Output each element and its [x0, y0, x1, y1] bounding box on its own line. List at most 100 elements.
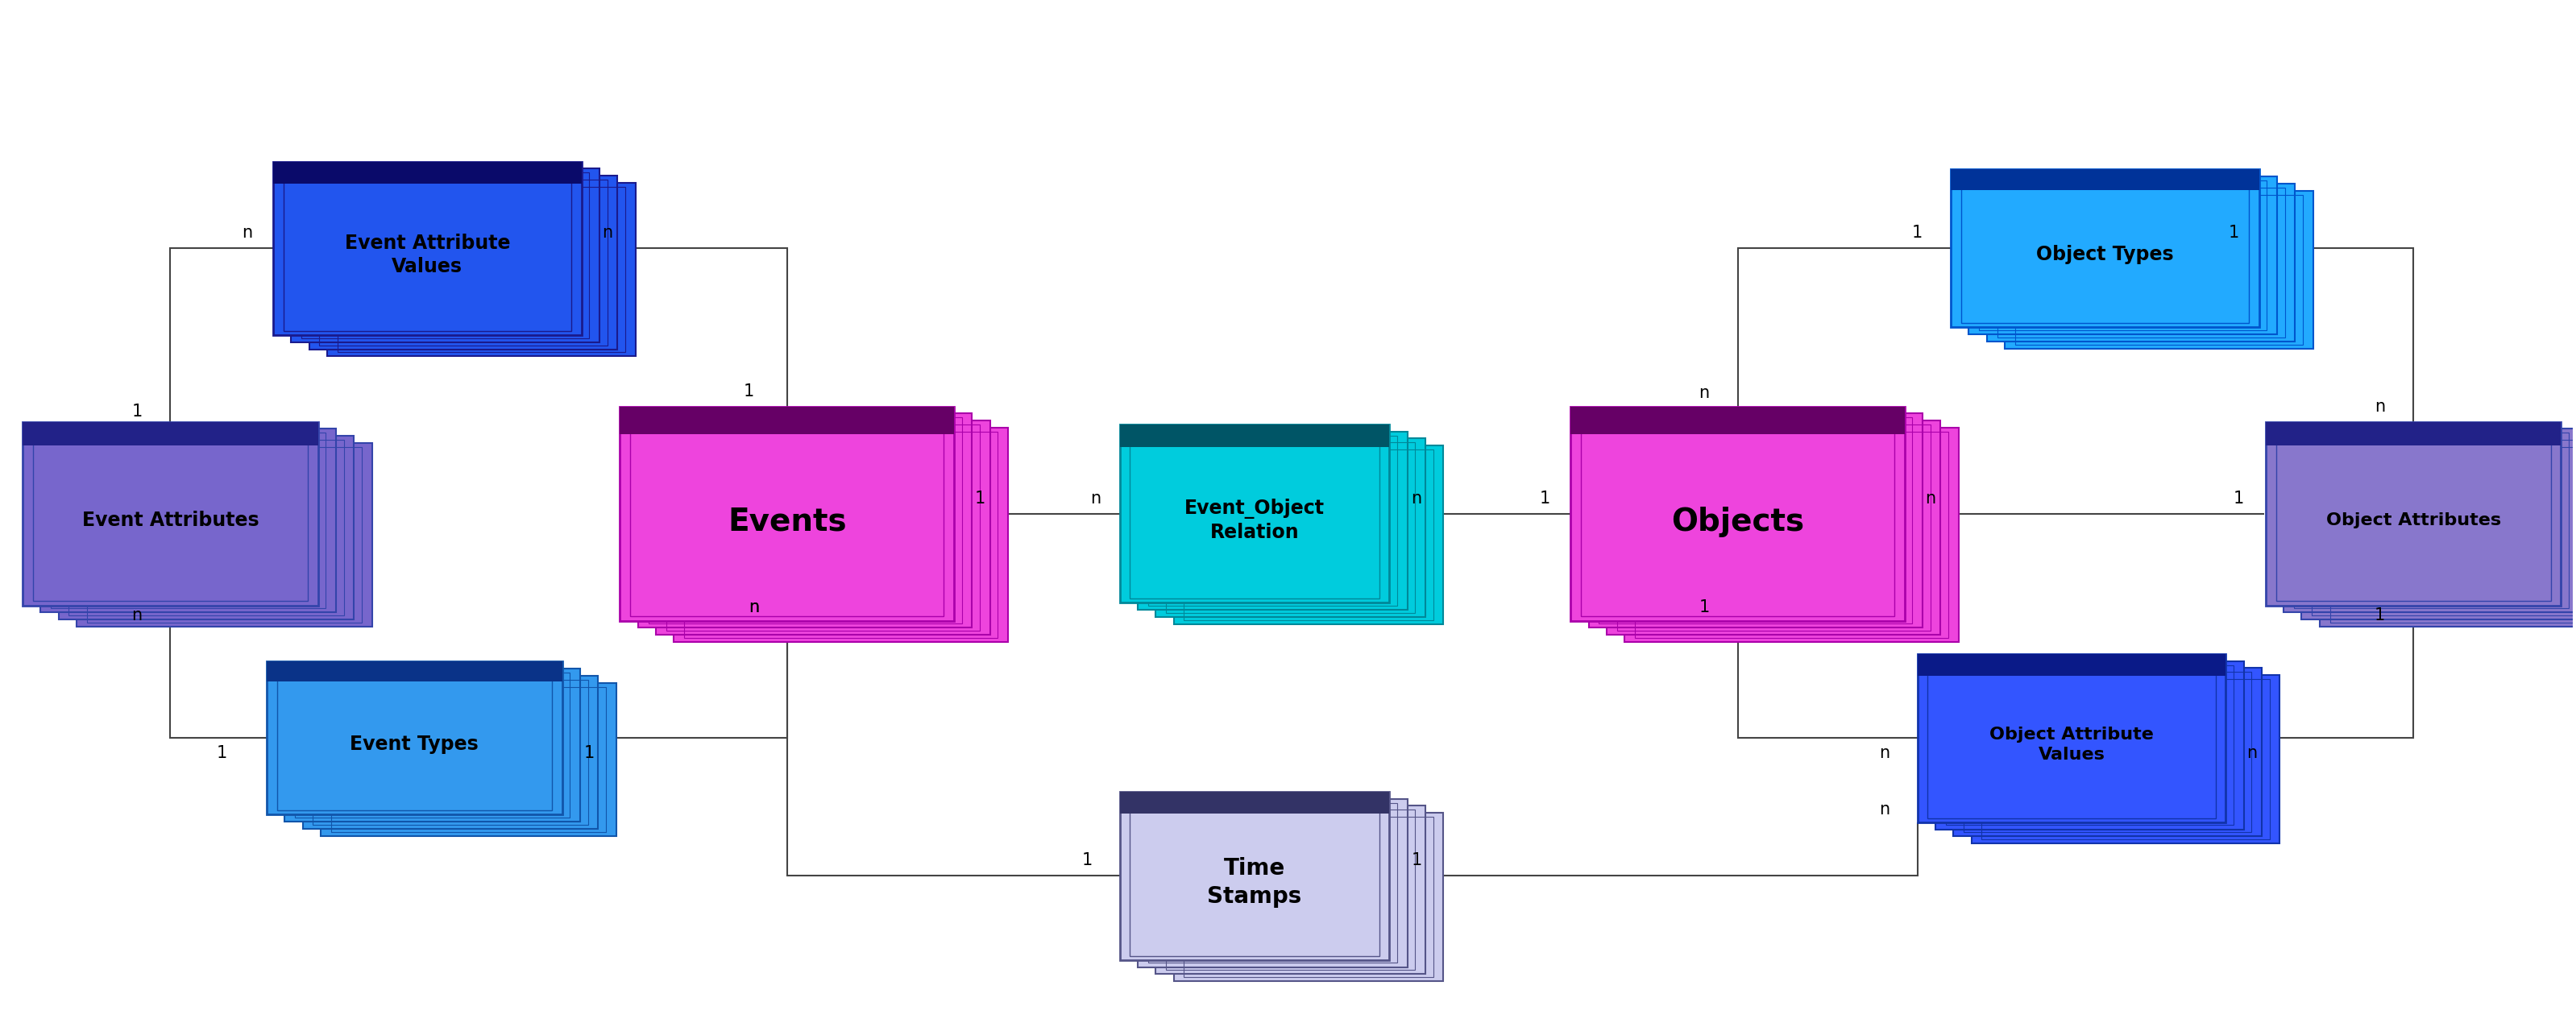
Bar: [1927, 658, 2215, 819]
Text: Objects: Objects: [1672, 506, 1803, 537]
Text: Time
Stamps: Time Stamps: [1208, 858, 1301, 908]
Bar: [1978, 181, 2267, 331]
Text: n: n: [747, 600, 760, 615]
Text: n: n: [131, 608, 142, 623]
Bar: [1950, 169, 2259, 328]
Bar: [1131, 428, 1378, 599]
Bar: [2282, 429, 2576, 612]
Bar: [1986, 184, 2295, 342]
Text: 1: 1: [585, 746, 595, 761]
Bar: [1121, 424, 1388, 603]
Bar: [1175, 446, 1443, 624]
Bar: [1149, 435, 1396, 606]
Bar: [23, 422, 317, 605]
Text: n: n: [2246, 746, 2257, 761]
Bar: [283, 165, 572, 331]
Bar: [1917, 654, 2226, 823]
Bar: [2300, 435, 2576, 619]
Bar: [621, 407, 953, 434]
Text: Object Attributes: Object Attributes: [2326, 512, 2501, 529]
Bar: [312, 680, 587, 825]
Bar: [52, 433, 325, 608]
Bar: [1589, 414, 1922, 627]
Bar: [1960, 174, 2249, 324]
Bar: [1582, 411, 1893, 616]
Bar: [273, 161, 582, 335]
Bar: [301, 676, 598, 829]
Text: Event_Object
Relation: Event_Object Relation: [1185, 498, 1324, 542]
Text: Object Attribute
Values: Object Attribute Values: [1989, 726, 2154, 763]
Text: n: n: [1878, 801, 1888, 817]
Bar: [1157, 439, 1425, 617]
Text: n: n: [1924, 490, 1935, 506]
Text: 1: 1: [1911, 225, 1922, 241]
Bar: [1121, 792, 1388, 813]
Bar: [2311, 440, 2576, 615]
Bar: [319, 180, 608, 345]
Bar: [657, 421, 989, 635]
Bar: [1175, 813, 1443, 982]
Bar: [2329, 447, 2576, 622]
Text: n: n: [603, 225, 613, 241]
Text: 1: 1: [2228, 225, 2239, 241]
Bar: [278, 665, 551, 810]
Bar: [1121, 424, 1388, 448]
Bar: [1607, 421, 1940, 635]
Bar: [639, 414, 971, 627]
Text: n: n: [1090, 490, 1100, 506]
Text: 1: 1: [974, 490, 984, 506]
Bar: [2293, 433, 2568, 608]
Bar: [2004, 191, 2313, 349]
Text: 1: 1: [742, 383, 755, 400]
Bar: [1571, 407, 1904, 434]
Bar: [273, 161, 582, 184]
Text: Event Types: Event Types: [350, 734, 479, 754]
Bar: [1968, 177, 2277, 335]
Bar: [1600, 418, 1911, 623]
Bar: [70, 440, 343, 615]
Text: 1: 1: [1540, 490, 1551, 506]
Bar: [77, 443, 371, 626]
Bar: [1139, 799, 1406, 967]
Text: Event Attribute
Values: Event Attribute Values: [345, 233, 510, 276]
Bar: [685, 432, 997, 638]
Text: 1: 1: [216, 746, 227, 761]
Bar: [649, 418, 961, 623]
Bar: [2318, 443, 2576, 626]
Bar: [1139, 431, 1406, 610]
Bar: [1996, 188, 2285, 338]
Bar: [667, 425, 979, 631]
Bar: [1571, 407, 1904, 620]
Bar: [268, 661, 562, 681]
Bar: [268, 661, 562, 814]
Bar: [1167, 443, 1414, 613]
Bar: [1131, 796, 1378, 956]
Bar: [1618, 425, 1929, 631]
Bar: [1917, 654, 2226, 676]
Text: 1: 1: [131, 404, 142, 419]
Text: 1: 1: [1082, 852, 1092, 869]
Text: Events: Events: [726, 506, 848, 537]
Text: n: n: [1412, 490, 1422, 506]
Bar: [88, 447, 361, 622]
Bar: [337, 187, 626, 352]
Bar: [1185, 450, 1432, 620]
Bar: [2267, 422, 2561, 605]
Bar: [327, 183, 636, 356]
Bar: [1953, 669, 2262, 836]
Bar: [1625, 428, 1958, 642]
Bar: [1157, 806, 1425, 975]
Bar: [1636, 432, 1947, 638]
Bar: [1185, 817, 1432, 978]
Text: Event Attributes: Event Attributes: [82, 511, 258, 530]
Bar: [2014, 195, 2303, 345]
Bar: [296, 673, 569, 817]
Bar: [41, 429, 335, 612]
Bar: [59, 435, 353, 619]
Bar: [1981, 679, 2269, 839]
Bar: [23, 422, 317, 446]
Bar: [1935, 661, 2244, 829]
Bar: [1963, 672, 2251, 832]
Bar: [319, 683, 616, 836]
Text: 1: 1: [1700, 600, 1710, 615]
